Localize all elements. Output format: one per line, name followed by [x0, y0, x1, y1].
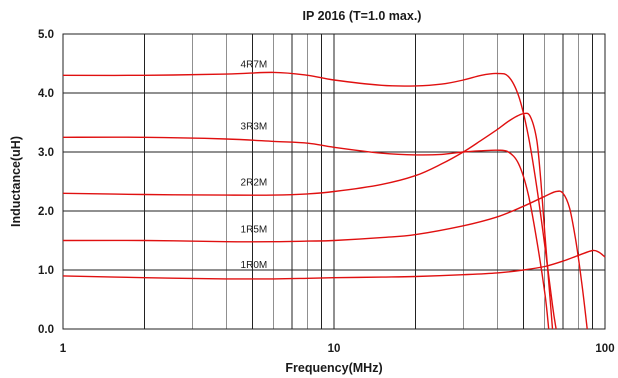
series-curves: [62, 71, 606, 330]
y-tick-label: 0.0: [38, 324, 54, 336]
series-label-1r0m: 1R0M: [241, 260, 268, 271]
series-label-1r5m: 1R5M: [241, 225, 268, 236]
y-tick-label: 5.0: [38, 29, 54, 41]
grid: [63, 34, 605, 329]
series-label-4r7m: 4R7M: [241, 59, 268, 70]
x-tick-labels: 1 10 100: [60, 343, 615, 355]
y-tick-labels: 0.0 1.0 2.0 3.0 4.0 5.0: [38, 29, 54, 336]
series-line-4r7m: [62, 71, 557, 330]
y-tick-label: 3.0: [38, 147, 54, 159]
x-tick-label: 100: [595, 343, 614, 355]
chart-title: IP 2016 (T=1.0 max.): [303, 9, 422, 23]
plot-frame: [62, 33, 606, 330]
series-label-3r3m: 3R3M: [241, 121, 268, 132]
series-line-1r5m: [62, 190, 588, 330]
series-line-3r3m: [62, 136, 550, 330]
x-tick-label: 1: [60, 343, 67, 355]
y-axis-label: Inductance(uH): [9, 136, 23, 227]
y-tick-label: 1.0: [38, 265, 54, 277]
series-label-2r2m: 2R2M: [241, 177, 268, 188]
x-axis-label: Frequency(MHz): [285, 361, 382, 375]
y-tick-label: 2.0: [38, 206, 54, 218]
series-line-1r0m: [62, 249, 606, 280]
series-labels: 4R7M 3R3M 2R2M 1R5M 1R0M: [241, 59, 268, 271]
x-tick-label: 10: [328, 343, 341, 355]
y-tick-label: 4.0: [38, 88, 54, 100]
series-line-2r2m: [62, 112, 554, 330]
